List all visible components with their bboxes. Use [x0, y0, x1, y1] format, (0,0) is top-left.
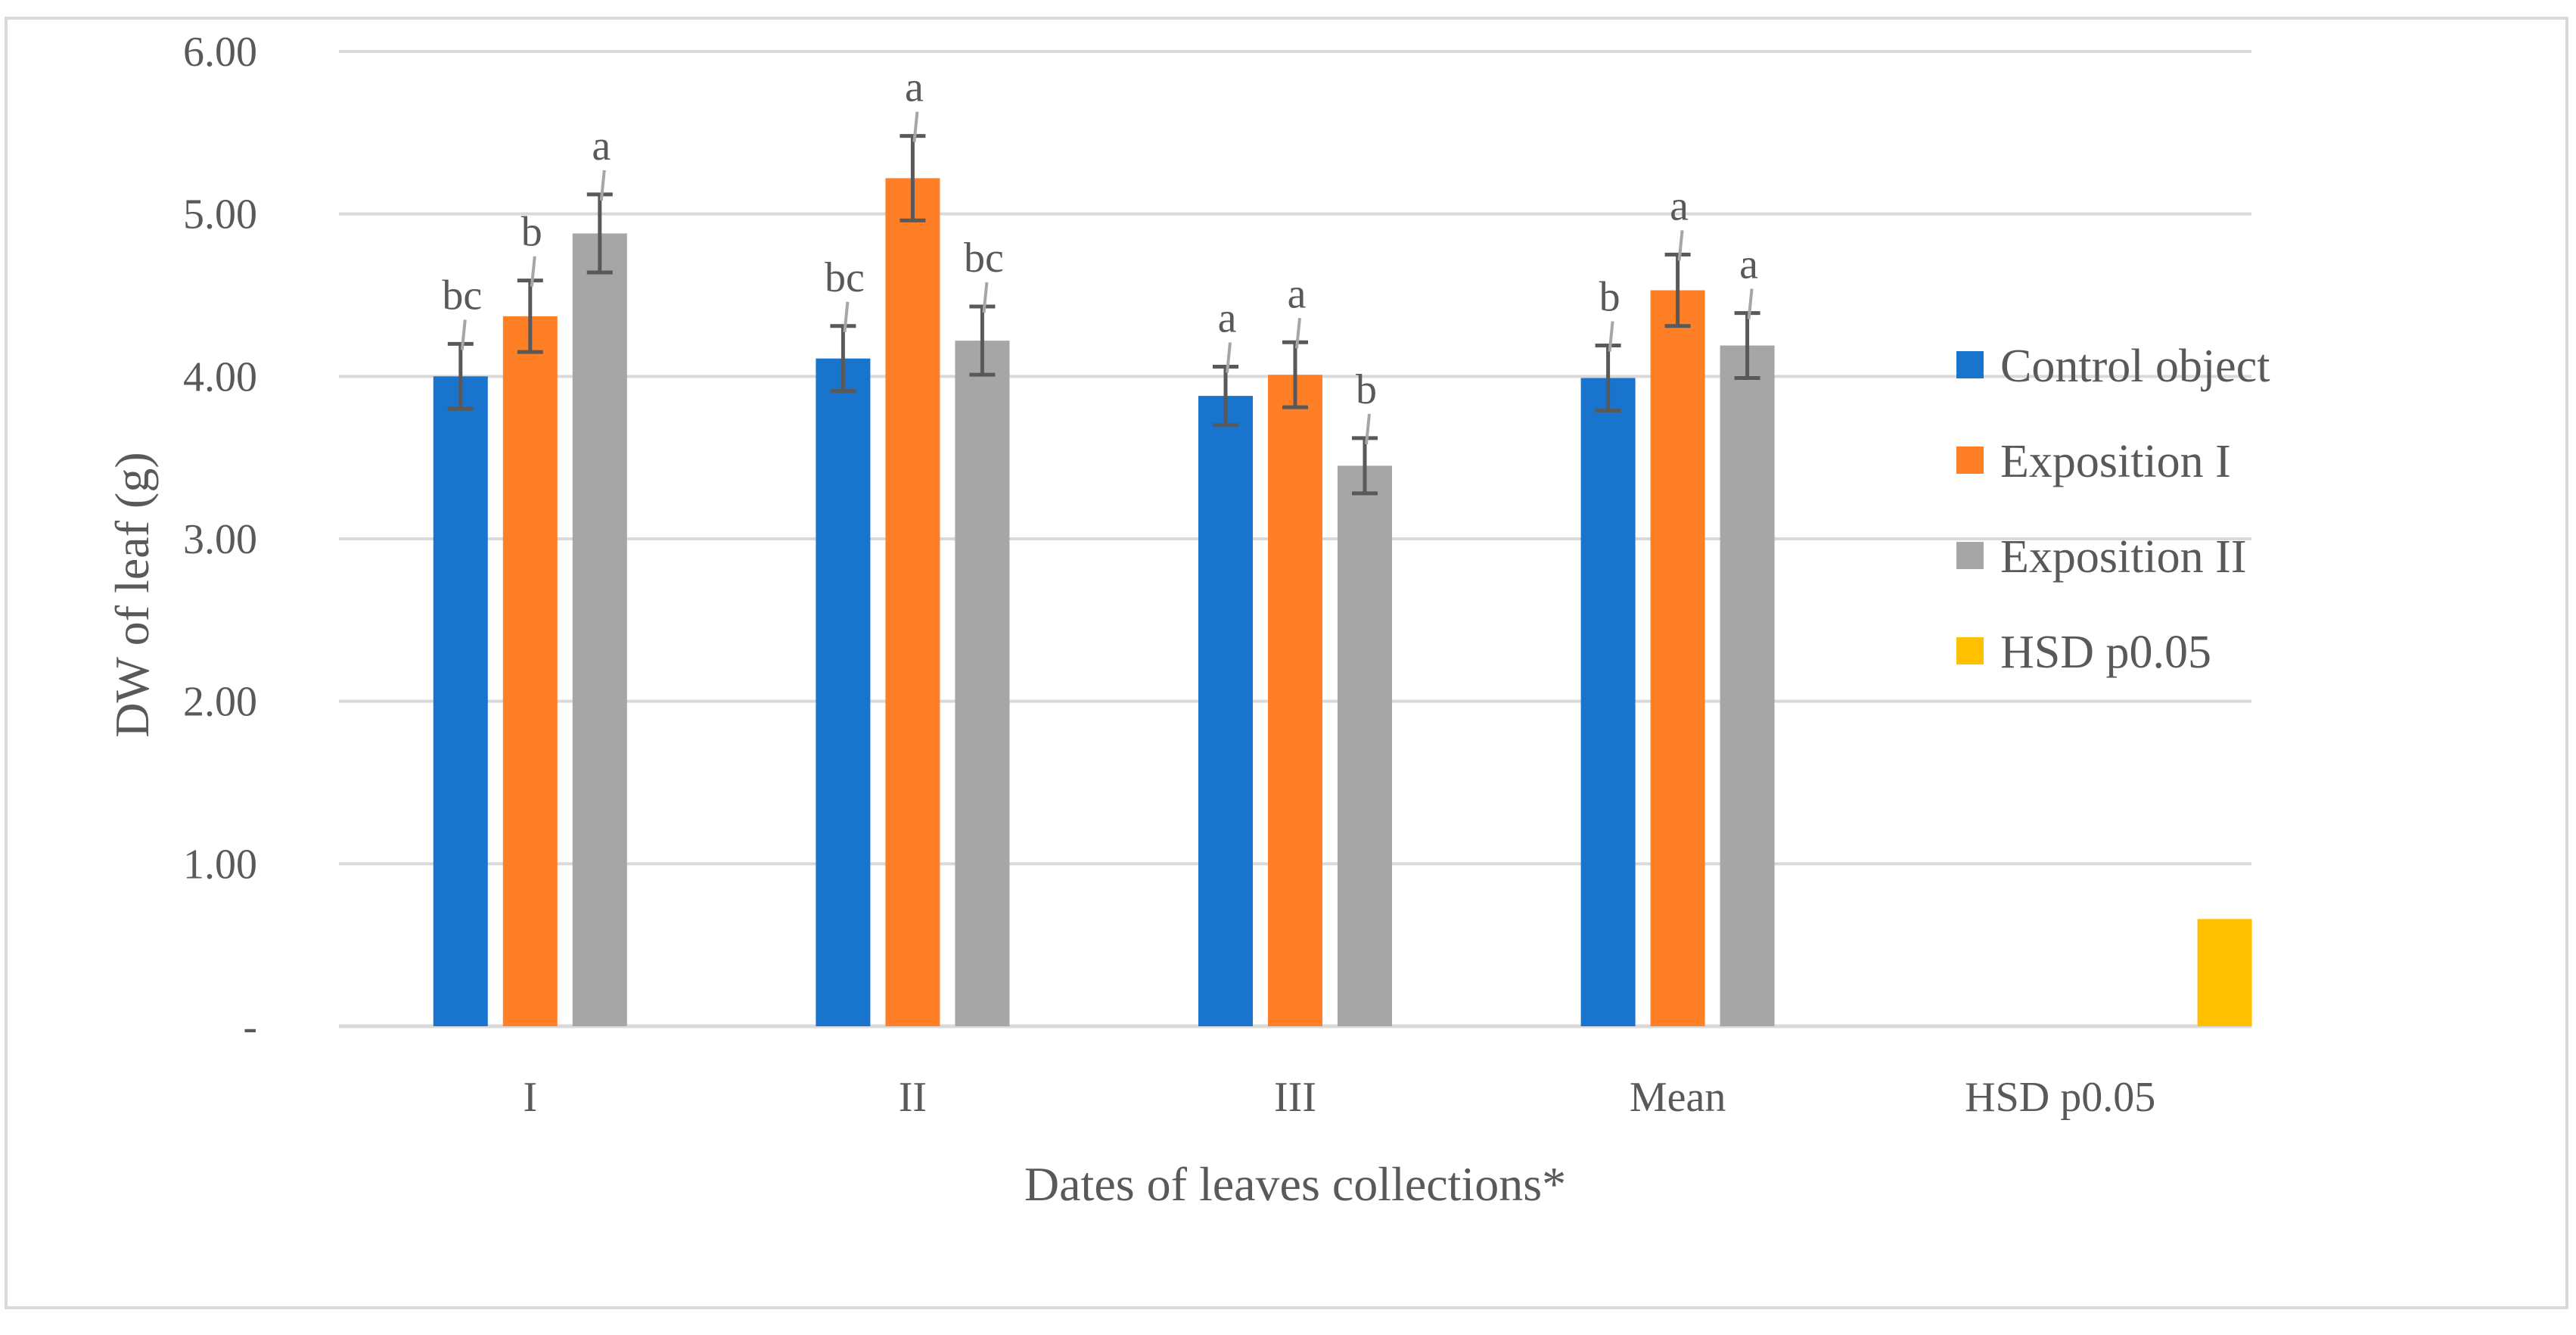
legend-label: Control object: [2000, 341, 2270, 392]
label-leader: [1365, 413, 1371, 445]
bar: [816, 358, 871, 1027]
x-tick-label: HSD p0.05: [1965, 1074, 2155, 1121]
legend-swatch: [1956, 542, 1984, 569]
label-leader: [843, 301, 850, 332]
label-leader: [1295, 318, 1301, 349]
legend: Control object Exposition I Exposition II H…: [1956, 341, 2270, 678]
y-tick-labels: - 1.00 2.00 3.00 4.00 5.00 6.00: [183, 29, 257, 1050]
bar: [955, 341, 1010, 1026]
bar: [433, 376, 488, 1026]
bar: [1720, 345, 1775, 1027]
x-tick-label: III: [1274, 1074, 1316, 1121]
label-leader: [982, 282, 989, 313]
label-leader: [460, 319, 467, 350]
bar: [1338, 465, 1392, 1026]
significance-label: a: [1218, 294, 1237, 341]
legend-label: HSD p0.05: [2000, 627, 2211, 678]
significance-label: a: [592, 123, 611, 170]
significance-label: a: [1670, 182, 1689, 229]
x-tick-label: II: [899, 1074, 927, 1121]
y-tick-label: 1.00: [183, 841, 257, 888]
x-axis-title: Dates of leaves collections*: [1024, 1157, 1566, 1211]
significance-label: a: [1739, 241, 1758, 288]
y-tick-label: 2.00: [183, 679, 257, 726]
y-tick-label: 5.00: [183, 191, 257, 238]
label-leader: [599, 170, 606, 201]
label-leader: [1608, 321, 1614, 352]
label-leader: [1747, 288, 1754, 319]
significance-label: b: [1599, 274, 1620, 321]
label-leader: [1226, 342, 1232, 373]
label-leader: [1677, 230, 1684, 261]
significance-label: a: [905, 64, 924, 111]
significance-label: b: [1356, 366, 1377, 413]
x-tick-label: Mean: [1630, 1074, 1726, 1121]
bar: [885, 178, 940, 1027]
legend-swatch: [1956, 447, 1984, 474]
y-tick-label: 6.00: [183, 29, 257, 76]
y-tick-label: 4.00: [183, 353, 257, 400]
bar: [1580, 378, 1636, 1027]
x-tick-label: I: [523, 1074, 537, 1121]
significance-label: bc: [442, 272, 482, 319]
bar: [1650, 290, 1705, 1026]
y-axis-title: DW of leaf (g): [105, 452, 159, 737]
significance-label: b: [521, 209, 542, 256]
error-bars: [447, 134, 1760, 496]
bars: [433, 178, 2252, 1027]
significance-label: a: [1288, 270, 1307, 317]
significance-label: bc: [825, 254, 865, 301]
bar: [1198, 396, 1253, 1026]
legend-swatch: [1956, 637, 1984, 664]
x-tick-labels: I II III Mean HSD p0.05: [523, 1074, 2155, 1121]
legend-label: Exposition II: [2000, 531, 2246, 583]
bar: [572, 233, 627, 1027]
legend-label: Exposition I: [2000, 436, 2231, 487]
bar: [502, 316, 558, 1026]
y-tick-label: -: [243, 1004, 257, 1050]
legend-swatch: [1956, 351, 1984, 378]
bar: [1268, 375, 1322, 1027]
label-leader: [530, 256, 536, 287]
y-tick-label: 3.00: [183, 516, 257, 563]
bar: [2197, 919, 2252, 1026]
label-leader: [912, 111, 919, 142]
significance-label: bc: [964, 235, 1004, 282]
